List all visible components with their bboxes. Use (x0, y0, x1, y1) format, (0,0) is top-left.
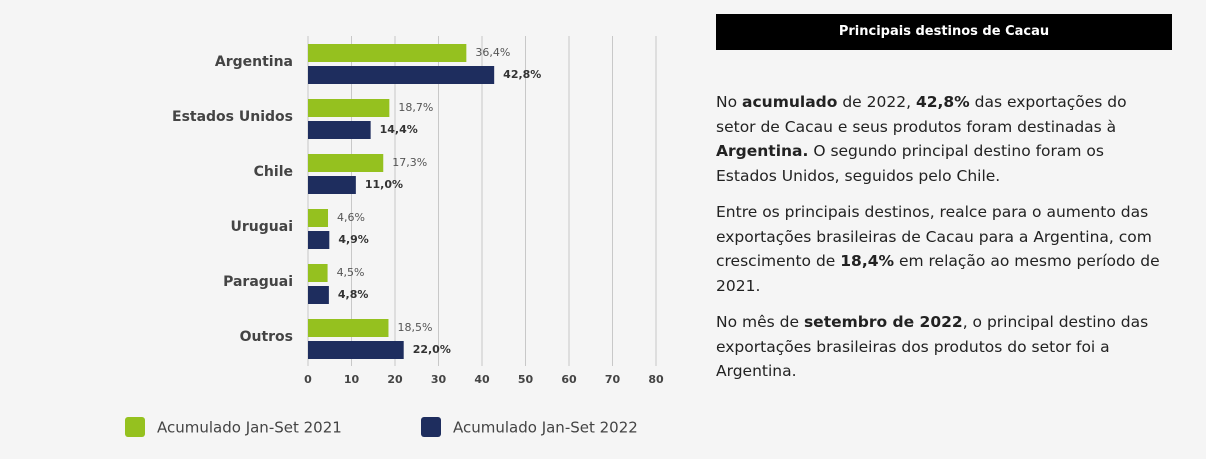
bold-text: 18,4% (840, 252, 895, 270)
category-label: Paraguai (223, 274, 293, 290)
value-label: 4,6% (337, 211, 365, 224)
x-tick-label: 70 (605, 373, 621, 386)
text: O segundo principal destino foram os Est… (716, 142, 1104, 185)
bar (308, 264, 328, 282)
panel-body: No acumulado de 2022, 42,8% das exportaç… (716, 50, 1172, 384)
value-label: 22,0% (413, 343, 451, 356)
bar (308, 66, 495, 84)
x-tick-label: 50 (518, 373, 534, 386)
x-tick-label: 10 (344, 373, 360, 386)
text: No (716, 93, 743, 111)
value-label: 17,3% (392, 156, 427, 169)
value-label: 14,4% (380, 123, 418, 136)
bar (308, 286, 329, 304)
text: das exportações do setor de Cacau e seus… (716, 93, 1127, 136)
value-label: 4,9% (338, 233, 369, 246)
legend-label: Acumulado Jan-Set 2021 (157, 419, 342, 437)
bar (308, 154, 384, 172)
bar (308, 209, 329, 227)
bar (308, 231, 330, 249)
bar (308, 176, 356, 194)
bar (308, 341, 404, 359)
value-label: 11,0% (365, 178, 403, 191)
value-label: 42,8% (503, 68, 541, 81)
bold-text: acumulado (742, 93, 838, 111)
paragraph: No mês de setembro de 2022, o principal … (716, 310, 1166, 384)
text: de 2022, (837, 93, 916, 111)
text: , o principal destino das exportações br… (716, 313, 1149, 380)
legend-label: Acumulado Jan-Set 2022 (453, 419, 638, 437)
legend-swatch (421, 417, 441, 437)
text: Entre os principais destinos, realce par… (716, 203, 1152, 270)
category-label: Argentina (215, 54, 293, 70)
x-tick-label: 40 (474, 373, 490, 386)
bold-text: setembro de 2022 (803, 313, 963, 331)
value-label: 18,7% (398, 101, 433, 114)
value-label: 18,5% (397, 321, 432, 334)
panel-title: Principais destinos de Cacau (716, 14, 1172, 50)
x-tick-label: 60 (561, 373, 577, 386)
value-label: 36,4% (475, 46, 510, 59)
category-label: Estados Unidos (172, 109, 293, 125)
x-tick-label: 20 (387, 373, 403, 386)
chart: 0 10 20 30 40 50 60 70 80 Argentina 36,4% 42,8% Esta… (125, 36, 664, 437)
category-label: Outros (240, 329, 293, 345)
bar (308, 44, 467, 62)
paragraph: Entre os principais destinos, realce par… (716, 200, 1166, 298)
text-panel: Principais destinos de Cacau No acumulad… (716, 14, 1172, 396)
legend-swatch (125, 417, 145, 437)
category-label: Uruguai (231, 219, 293, 235)
x-tick-label: 80 (648, 373, 664, 386)
x-tick-label: 30 (431, 373, 447, 386)
category-label: Chile (254, 164, 293, 180)
text: em relação ao mesmo período de 2021. (716, 252, 1160, 295)
value-label: 4,5% (337, 266, 365, 279)
value-label: 4,8% (338, 288, 369, 301)
bar (308, 121, 371, 139)
paragraph: No acumulado de 2022, 42,8% das exportaç… (716, 90, 1166, 188)
bar (308, 99, 390, 117)
text: No mês de (716, 313, 804, 331)
bar (308, 319, 389, 337)
x-tick-label: 0 (304, 373, 312, 386)
bold-text: 42,8% (915, 93, 970, 111)
bold-text: Argentina. (716, 142, 809, 160)
